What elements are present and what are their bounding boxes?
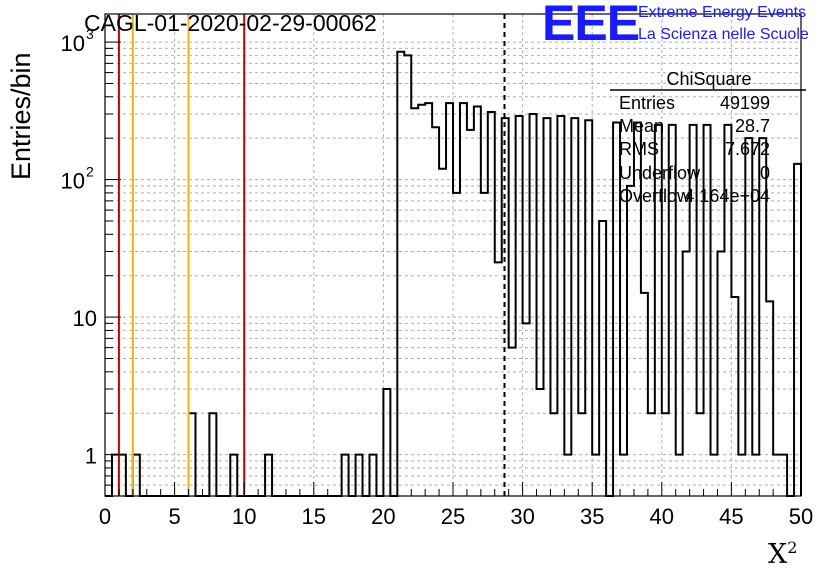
histogram-bin: [571, 118, 578, 496]
x-tick-label: 5: [168, 504, 180, 529]
histogram-bin: [474, 106, 481, 496]
stat-rms-name: RMS: [619, 139, 659, 159]
x-tick-label: 25: [441, 504, 465, 529]
histogram-bin: [432, 127, 439, 496]
x-tick-label: 30: [510, 504, 534, 529]
x-tick-label: 0: [99, 504, 111, 529]
x-tick-label: 40: [650, 504, 674, 529]
y-tick-label: 10: [73, 306, 97, 331]
histogram-bin: [425, 103, 432, 496]
logo-line-1: Extreme Energy Events: [638, 4, 807, 21]
histogram-bin: [481, 193, 488, 496]
y-tick-label: 1: [85, 444, 97, 469]
histogram-bin: [523, 323, 530, 496]
x-tick-label: 45: [719, 504, 743, 529]
eee-logo: EEE: [542, 0, 640, 51]
histogram-bin: [460, 103, 467, 496]
histogram-bin: [467, 130, 474, 496]
histogram-bin: [516, 116, 523, 496]
y-tick-label: 10: [61, 31, 85, 56]
histogram-bin: [704, 125, 711, 496]
histogram-bin: [557, 116, 564, 496]
histogram-bin: [418, 105, 425, 496]
stat-overflow-name: Overflow: [619, 186, 691, 206]
histogram-bin: [509, 348, 516, 496]
histogram-bin: [724, 125, 731, 496]
y-tick-label: 10: [61, 169, 85, 194]
histogram-bin: [383, 389, 390, 496]
x-axis-label-base: X: [768, 539, 788, 570]
y-tick-label-exponent: 3: [86, 26, 94, 42]
x-tick-label: 35: [580, 504, 604, 529]
histogram-bin: [530, 114, 537, 496]
histogram-bin: [397, 52, 404, 496]
x-tick-label: 10: [232, 504, 256, 529]
x-axis-label: X2: [768, 538, 797, 570]
histogram-bin: [717, 251, 724, 496]
chart-title: CAGL-01-2020-02-29-00062: [84, 10, 377, 36]
histogram-bin: [683, 251, 690, 496]
histogram-bin: [731, 297, 738, 496]
stat-underflow-name: Underflow: [619, 163, 701, 183]
x-axis-label-sup: 2: [787, 538, 798, 557]
y-axis-label: Entries/bin: [6, 52, 36, 180]
histogram-bin: [411, 108, 418, 496]
histogram-bin: [439, 169, 446, 496]
stat-rms-value: 7.672: [724, 139, 770, 159]
histogram-bin: [627, 186, 634, 496]
histogram-bin: [543, 118, 550, 496]
stat-mean-value: 28.7: [734, 116, 770, 136]
stat-overflow-value: 4.164e+04: [684, 186, 770, 206]
histogram-bin: [585, 120, 592, 496]
stat-entries-value: 49199: [719, 93, 770, 113]
x-tick-label: 15: [302, 504, 326, 529]
marker-lines: [117, 14, 506, 496]
histogram-bin: [446, 103, 453, 496]
y-tick-label-exponent: 2: [86, 164, 94, 180]
stat-mean-name: Mean: [619, 116, 665, 136]
stat-underflow-value: 0: [759, 163, 770, 183]
x-tick-label: 50: [789, 504, 813, 529]
x-tick-label: 20: [371, 504, 395, 529]
histogram-bin: [537, 389, 544, 496]
logo-line-2: La Scienza nelle Scuole: [638, 26, 809, 43]
histogram-bin: [488, 112, 495, 496]
stats-title: ChiSquare: [666, 69, 752, 89]
stat-entries-name: Entries: [619, 93, 676, 113]
histogram-bin: [453, 193, 460, 496]
